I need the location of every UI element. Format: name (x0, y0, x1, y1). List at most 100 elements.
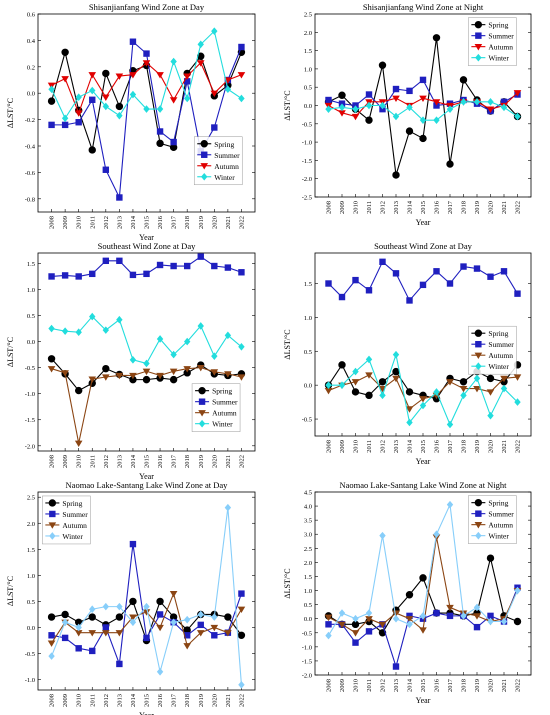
data-point-summer (446, 280, 454, 287)
data-point-spring (156, 139, 164, 148)
data-point-spring (459, 76, 468, 84)
y-tick-label: 0.0 (304, 383, 312, 390)
x-tick-label: 2019 (474, 201, 481, 214)
data-point-winter (61, 618, 69, 627)
y-tick-label: -1.0 (302, 644, 312, 651)
data-point-winter (514, 112, 521, 121)
legend-marker (475, 341, 482, 348)
data-point-autumn (61, 370, 69, 377)
y-tick-label: 1.0 (304, 315, 312, 322)
data-point-winter (392, 112, 400, 121)
y-tick-label: -0.8 (25, 196, 35, 203)
data-point-autumn (324, 387, 333, 395)
chart-panel-5: Naomao Lake-Santang Lake Wind Zone at Da… (6, 480, 256, 715)
data-point-winter (365, 609, 373, 617)
series-summer (48, 253, 245, 280)
data-point-summer (89, 96, 96, 103)
data-point-summer (487, 273, 494, 280)
x-axis: 2008 2009 2010 2011 2012 2013 2014 2015 2016 2017… (49, 209, 245, 229)
data-point-winter (197, 40, 204, 49)
data-point-winter (325, 381, 332, 389)
legend-marker (201, 151, 208, 158)
data-point-winter (116, 602, 123, 611)
data-point-autumn (351, 630, 360, 637)
data-point-summer (156, 261, 164, 269)
data-point-autumn (156, 624, 164, 632)
data-point-autumn (351, 113, 360, 121)
chart-panel-4: Southeast Wind Zone at Day -0.5 0.0 0.5 1.0 1… (283, 241, 532, 466)
data-point-summer (48, 632, 55, 639)
x-tick-label: 2020 (211, 216, 218, 229)
x-tick-label: 2018 (461, 440, 468, 453)
legend-entry: Summer (488, 340, 514, 349)
data-point-autumn (473, 385, 481, 393)
data-point-summer (129, 540, 137, 548)
data-point-autumn (102, 94, 110, 101)
data-point-autumn (210, 624, 219, 632)
x-tick-label: 2011 (366, 440, 373, 453)
y-axis: -2.0 -1.5 -1.0 -0.5 0.0 0.5 1.0 1.5 (25, 261, 255, 450)
y-tick-label: -2.0 (302, 176, 312, 183)
x-tick-label: 2016 (434, 439, 441, 453)
data-point-summer (406, 87, 413, 95)
data-point-winter (352, 105, 359, 113)
y-tick-label: 0.0 (304, 616, 312, 623)
data-point-spring (405, 591, 414, 599)
legend-entry: Spring (488, 329, 508, 338)
data-point-winter (224, 85, 232, 94)
data-point-winter (460, 612, 467, 620)
data-point-summer (197, 253, 204, 260)
y-tick-label: -0.5 (25, 651, 35, 658)
data-point-summer (392, 270, 400, 277)
x-tick-label: 2021 (501, 679, 508, 692)
legend-marker (48, 522, 57, 529)
x-tick-label: 2018 (184, 216, 191, 229)
data-point-summer (419, 281, 427, 289)
legend-entry: Winter (214, 173, 235, 182)
legend-marker (474, 20, 483, 29)
data-point-summer (352, 276, 359, 284)
series-winter (48, 503, 245, 689)
data-point-summer (379, 258, 386, 266)
series-winter (48, 27, 245, 123)
data-point-autumn (224, 630, 232, 637)
x-tick-label: 2013 (393, 679, 400, 692)
y-tick-label: 0.5 (304, 349, 312, 356)
y-tick-label: -0.5 (302, 630, 312, 637)
data-point-spring (365, 391, 373, 400)
data-point-winter (224, 503, 232, 512)
data-point-summer (61, 121, 69, 129)
data-point-spring (156, 597, 164, 606)
x-tick-label: 2020 (211, 694, 218, 707)
data-point-summer (89, 647, 96, 655)
x-tick-label: 2016 (157, 454, 164, 468)
chart-title: Naomao Lake-Santang Lake Wind Zone at Da… (66, 480, 229, 490)
legend: Spring Summer Autumn Winter (193, 136, 243, 186)
x-tick-label: 2022 (238, 216, 245, 229)
data-point-summer (48, 273, 55, 280)
data-point-summer (460, 263, 467, 270)
data-point-autumn (156, 372, 164, 380)
y-tick-label: 0.5 (27, 599, 35, 606)
legend-entry: Autumn (488, 351, 513, 360)
data-point-winter (487, 98, 494, 106)
data-point-autumn (88, 72, 97, 79)
data-point-autumn (196, 60, 205, 67)
data-point-winter (197, 322, 204, 330)
x-tick-label: 2015 (420, 440, 427, 453)
x-tick-label: 2019 (474, 679, 481, 692)
data-point-spring (351, 388, 360, 396)
x-tick-label: 2014 (407, 678, 414, 692)
data-point-autumn (74, 440, 83, 447)
data-point-winter (211, 613, 218, 621)
series-line-winter (51, 30, 242, 120)
x-tick-label: 2014 (130, 693, 137, 707)
data-point-winter (325, 631, 332, 640)
data-point-winter (143, 602, 150, 611)
chart-panel-2: Shisanjianfang Wind Zone at Night-2.5-2.… (283, 2, 532, 227)
legend-entry: Autumn (62, 521, 87, 530)
data-point-winter (514, 586, 521, 595)
data-point-spring (47, 97, 56, 105)
data-point-summer (406, 297, 413, 304)
series-autumn (324, 372, 522, 413)
